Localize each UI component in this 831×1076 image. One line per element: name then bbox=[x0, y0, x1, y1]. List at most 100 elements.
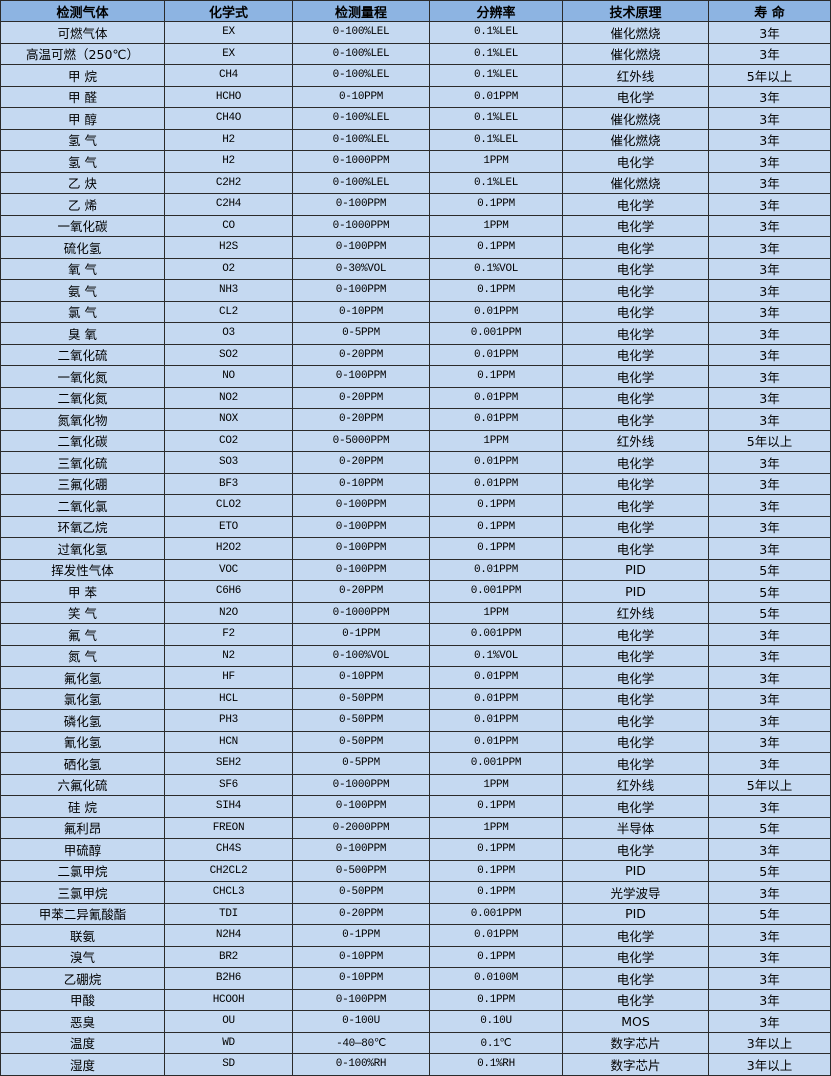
range-cell: 0-100%RH bbox=[292, 1053, 430, 1076]
gas-name-cell: 氢 气 bbox=[0, 150, 165, 173]
formula-cell: CLO2 bbox=[164, 494, 293, 517]
principle-cell: PID bbox=[562, 580, 709, 603]
gas-name-cell: 甲 醇 bbox=[0, 107, 165, 130]
principle-cell: 电化学 bbox=[562, 257, 709, 280]
lifespan-cell: 5年 bbox=[708, 816, 831, 839]
gas-name-cell: 氟化氢 bbox=[0, 666, 165, 689]
formula-cell: NO2 bbox=[164, 386, 293, 409]
table-row: 二氧化碳 CO2 0-5000PPM 1PPM 红外线 5年以上 bbox=[0, 429, 831, 452]
table-row: 乙硼烷 B2H6 0-10PPM 0.0100M 电化学 3年 bbox=[0, 967, 831, 990]
range-cell: 0-500PPM bbox=[292, 859, 430, 882]
formula-cell: B2H6 bbox=[164, 967, 293, 990]
gas-name-cell: 甲 烷 bbox=[0, 64, 165, 87]
range-cell: 0-100%LEL bbox=[292, 107, 430, 130]
table-row: 硒化氢 SEH2 0-5PPM 0.001PPM 电化学 3年 bbox=[0, 752, 831, 775]
lifespan-cell: 3年 bbox=[708, 472, 831, 495]
resolution-cell: 0.10U bbox=[429, 1010, 563, 1033]
table-row: 二氧化硫 SO2 0-20PPM 0.01PPM 电化学 3年 bbox=[0, 343, 831, 366]
principle-cell: 电化学 bbox=[562, 687, 709, 710]
formula-cell: NO bbox=[164, 365, 293, 388]
gas-name-cell: 氯 气 bbox=[0, 300, 165, 323]
resolution-cell: 0.1%VOL bbox=[429, 644, 563, 667]
range-cell: 0-1000PPM bbox=[292, 601, 430, 624]
lifespan-cell: 3年 bbox=[708, 709, 831, 732]
gas-name-cell: 过氧化氢 bbox=[0, 537, 165, 560]
principle-cell: 电化学 bbox=[562, 365, 709, 388]
range-cell: 0-30%VOL bbox=[292, 257, 430, 280]
table-row: 环氧乙烷 ETO 0-100PPM 0.1PPM 电化学 3年 bbox=[0, 515, 831, 538]
formula-cell: OU bbox=[164, 1010, 293, 1033]
gas-name-cell: 磷化氢 bbox=[0, 709, 165, 732]
table-row: 一氧化氮 NO 0-100PPM 0.1PPM 电化学 3年 bbox=[0, 365, 831, 388]
lifespan-cell: 3年 bbox=[708, 752, 831, 775]
resolution-cell: 0.01PPM bbox=[429, 451, 563, 474]
formula-cell: SIH4 bbox=[164, 795, 293, 818]
principle-cell: 电化学 bbox=[562, 730, 709, 753]
principle-cell: 电化学 bbox=[562, 967, 709, 990]
resolution-cell: 0.01PPM bbox=[429, 687, 563, 710]
formula-cell: NOX bbox=[164, 408, 293, 431]
resolution-cell: 0.001PPM bbox=[429, 752, 563, 775]
formula-cell: O3 bbox=[164, 322, 293, 345]
formula-cell: CO2 bbox=[164, 429, 293, 452]
gas-name-cell: 可燃气体 bbox=[0, 21, 165, 44]
gas-name-cell: 二氧化碳 bbox=[0, 429, 165, 452]
formula-cell: O2 bbox=[164, 257, 293, 280]
table-row: 甲酸 HCOOH 0-100PPM 0.1PPM 电化学 3年 bbox=[0, 988, 831, 1011]
range-cell: 0-100%LEL bbox=[292, 64, 430, 87]
resolution-cell: 0.01PPM bbox=[429, 730, 563, 753]
lifespan-cell: 3年以上 bbox=[708, 1053, 831, 1076]
formula-cell: HF bbox=[164, 666, 293, 689]
resolution-cell: 0.1PPM bbox=[429, 537, 563, 560]
gas-name-cell: 乙硼烷 bbox=[0, 967, 165, 990]
principle-cell: 电化学 bbox=[562, 85, 709, 108]
principle-cell: 催化燃烧 bbox=[562, 128, 709, 151]
resolution-cell: 0.01PPM bbox=[429, 666, 563, 689]
header-resolution: 分辨率 bbox=[429, 0, 563, 22]
gas-name-cell: 挥发性气体 bbox=[0, 558, 165, 581]
table-row: 恶臭 OU 0-100U 0.10U MOS 3年 bbox=[0, 1010, 831, 1033]
table-row: 氢 气 H2 0-100%LEL 0.1%LEL 催化燃烧 3年 bbox=[0, 128, 831, 151]
lifespan-cell: 5年 bbox=[708, 859, 831, 882]
principle-cell: 电化学 bbox=[562, 343, 709, 366]
table-row: 可燃气体 EX 0-100%LEL 0.1%LEL 催化燃烧 3年 bbox=[0, 21, 831, 44]
gas-name-cell: 笑 气 bbox=[0, 601, 165, 624]
table-row: 二氧化氮 NO2 0-20PPM 0.01PPM 电化学 3年 bbox=[0, 386, 831, 409]
resolution-cell: 0.1%RH bbox=[429, 1053, 563, 1076]
range-cell: 0-5PPM bbox=[292, 752, 430, 775]
formula-cell: CO bbox=[164, 214, 293, 237]
principle-cell: 电化学 bbox=[562, 279, 709, 302]
principle-cell: PID bbox=[562, 859, 709, 882]
range-cell: 0-10PPM bbox=[292, 300, 430, 323]
lifespan-cell: 3年 bbox=[708, 343, 831, 366]
formula-cell: SO2 bbox=[164, 343, 293, 366]
lifespan-cell: 5年 bbox=[708, 902, 831, 925]
header-range: 检测量程 bbox=[292, 0, 430, 22]
lifespan-cell: 3年 bbox=[708, 408, 831, 431]
lifespan-cell: 3年 bbox=[708, 924, 831, 947]
resolution-cell: 0.01PPM bbox=[429, 408, 563, 431]
lifespan-cell: 3年 bbox=[708, 881, 831, 904]
table-row: 挥发性气体 VOC 0-100PPM 0.01PPM PID 5年 bbox=[0, 558, 831, 581]
table-row: 乙 炔 C2H2 0-100%LEL 0.1%LEL 催化燃烧 3年 bbox=[0, 171, 831, 194]
resolution-cell: 0.01PPM bbox=[429, 343, 563, 366]
gas-name-cell: 高温可燃（250℃） bbox=[0, 42, 165, 65]
resolution-cell: 0.1PPM bbox=[429, 515, 563, 538]
formula-cell: SF6 bbox=[164, 773, 293, 796]
formula-cell: SD bbox=[164, 1053, 293, 1076]
formula-cell: F2 bbox=[164, 623, 293, 646]
principle-cell: 电化学 bbox=[562, 214, 709, 237]
formula-cell: C2H2 bbox=[164, 171, 293, 194]
range-cell: 0-1PPM bbox=[292, 924, 430, 947]
gas-name-cell: 三氯甲烷 bbox=[0, 881, 165, 904]
range-cell: 0-100PPM bbox=[292, 838, 430, 861]
table-row: 甲 醛 HCHO 0-10PPM 0.01PPM 电化学 3年 bbox=[0, 85, 831, 108]
resolution-cell: 0.001PPM bbox=[429, 580, 563, 603]
lifespan-cell: 3年 bbox=[708, 687, 831, 710]
gas-name-cell: 甲 醛 bbox=[0, 85, 165, 108]
principle-cell: 电化学 bbox=[562, 236, 709, 259]
table-row: 乙 烯 C2H4 0-100PPM 0.1PPM 电化学 3年 bbox=[0, 193, 831, 216]
resolution-cell: 0.001PPM bbox=[429, 322, 563, 345]
resolution-cell: 0.01PPM bbox=[429, 300, 563, 323]
gas-name-cell: 氧 气 bbox=[0, 257, 165, 280]
